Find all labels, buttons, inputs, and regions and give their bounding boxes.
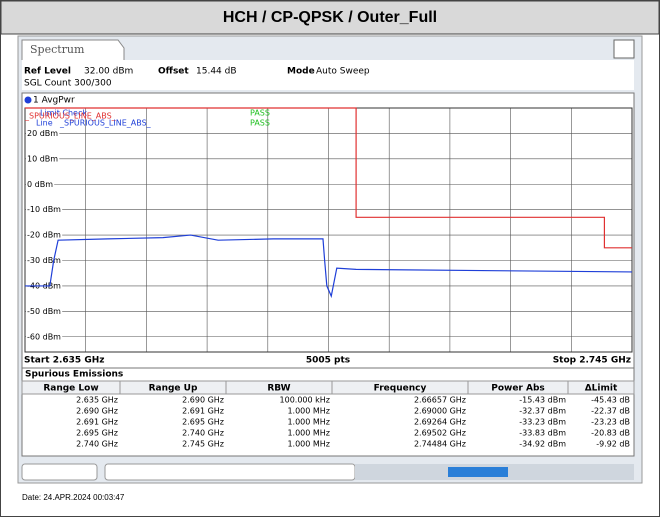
menu-icon[interactable] <box>613 39 635 59</box>
sgl-count: SGL Count 300/300 <box>24 79 112 89</box>
column-header: Range Up <box>149 384 198 394</box>
tick-label-bg <box>26 128 60 138</box>
trace-dot <box>24 96 32 104</box>
y-tick-label: -10 dBm <box>27 205 61 214</box>
tick-label-bg <box>26 205 63 215</box>
settings-panel <box>22 60 634 90</box>
y-tick-label: -60 dBm <box>27 332 61 341</box>
table-cell: -9.92 dB <box>596 440 630 449</box>
mode: Auto Sweep <box>316 67 370 77</box>
table-cell: -23.23 dB <box>591 418 630 427</box>
progress-indicator <box>448 467 508 477</box>
table-cell: 2.740 GHz <box>182 429 224 438</box>
column-header: ΔLimit <box>585 384 618 394</box>
table-cell: 1.000 MHz <box>287 418 330 427</box>
tick-label-bg <box>26 256 63 265</box>
tick-label-bg <box>26 154 60 164</box>
tab-label[interactable]: Spectrum <box>30 43 85 56</box>
limit-line-label: Line <box>36 119 53 128</box>
y-tick-label: 20 dBm <box>27 129 58 138</box>
table-cell: 2.690 GHz <box>76 407 118 416</box>
series-line <box>25 107 632 249</box>
ref-level: 32.00 dBm <box>84 67 133 77</box>
ref-level-label: Ref Level <box>24 67 71 77</box>
table-cell: 2.691 GHz <box>76 418 118 427</box>
y-tick-label: -30 dBm <box>27 256 61 265</box>
table-cell: -33.83 dBm <box>519 429 566 438</box>
table-cell: -34.92 dBm <box>519 440 566 449</box>
header-title: HCH / CP-QPSK / Outer_Full <box>223 9 437 26</box>
y-tick-label: -50 dBm <box>27 307 61 316</box>
header-bar <box>0 0 660 35</box>
mode-label: Mode <box>287 67 315 77</box>
table-cell: 1.000 MHz <box>287 440 330 449</box>
limit-line-result: PASS <box>250 119 270 128</box>
tick-label-bg <box>26 332 63 342</box>
diagram <box>21 92 635 369</box>
column-header: Range Low <box>43 384 98 394</box>
table-cell: 2.745 GHz <box>182 440 224 449</box>
table-cell: 2.66657 GHz <box>414 396 466 405</box>
column-header: Frequency <box>374 384 427 394</box>
table-cell: -22.37 dB <box>591 407 630 416</box>
table-cell: 2.69264 GHz <box>414 418 466 427</box>
tick-label-bg <box>26 230 63 240</box>
y-tick-label: 0 dBm <box>27 180 53 189</box>
table: Range Low Range Up RBW Frequency Power Abs ΔL… <box>21 380 635 449</box>
status-box <box>21 463 98 481</box>
table-cell: 2.691 GHz <box>182 407 224 416</box>
points-label: 5005 pts <box>306 356 350 366</box>
y-tick-label: -20 dBm <box>27 231 61 240</box>
series-line <box>25 234 633 299</box>
table-cell: 2.635 GHz <box>76 396 118 405</box>
table-cell: 2.74484 GHz <box>414 440 466 449</box>
table-cell: 1.000 MHz <box>287 407 330 416</box>
start-label: Start 2.635 GHz <box>24 356 105 366</box>
limit-line-name: _SPURIOUS_LINE_ABS_ <box>24 112 117 121</box>
table-title: Spurious Emissions <box>25 370 123 380</box>
column-header: RBW <box>267 384 290 394</box>
table-cell: 2.69502 GHz <box>414 429 466 438</box>
table-cell: 2.69000 GHz <box>414 407 466 416</box>
status-box <box>104 463 356 481</box>
table-cell: 1.000 MHz <box>287 429 330 438</box>
offset: 15.44 dB <box>196 67 237 77</box>
table-cell: -32.37 dBm <box>519 407 566 416</box>
tick-label-bg <box>26 306 63 316</box>
stop-label: Stop 2.745 GHz <box>553 356 631 366</box>
tab-shape <box>21 39 125 60</box>
y-tick-label: 10 dBm <box>27 154 58 163</box>
table-header-bg <box>21 380 635 395</box>
trace-label: 1 AvgPwr <box>33 96 75 106</box>
limit-result: PASS <box>250 109 270 118</box>
limit-line-name: _SPURIOUS_LINE_ABS_ <box>59 119 152 128</box>
table-cell: -15.43 dBm <box>519 396 566 405</box>
table-cell: 2.695 GHz <box>76 429 118 438</box>
table-cell: -45.43 dB <box>591 396 630 405</box>
table-cell: 2.690 GHz <box>182 396 224 405</box>
limit-check-title: Limit Check <box>40 109 87 118</box>
date: Date: 24.APR.2024 00:03:47 <box>22 493 125 502</box>
table-cell: -20.83 dB <box>591 429 630 438</box>
table-cell: 2.695 GHz <box>182 418 224 427</box>
table-cell: -33.23 dBm <box>519 418 566 427</box>
table-cell: 100.000 kHz <box>280 396 330 405</box>
table-cell: 2.740 GHz <box>76 440 118 449</box>
tick-label-bg <box>26 179 55 189</box>
offset-label: Offset <box>158 67 189 77</box>
column-header: Power Abs <box>491 384 545 394</box>
